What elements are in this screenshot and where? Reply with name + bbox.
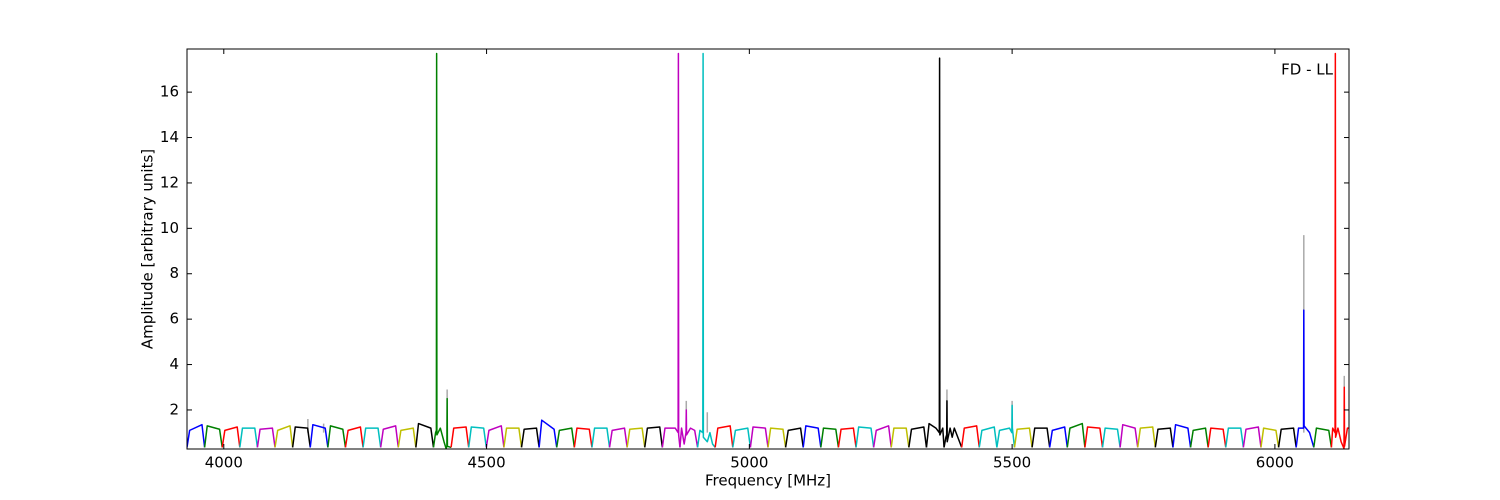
y-tick-label: 4 bbox=[169, 355, 179, 373]
x-tick-label: 6000 bbox=[1256, 454, 1294, 472]
spectrum-line bbox=[679, 409, 699, 448]
x-tick-label: 5500 bbox=[993, 454, 1031, 472]
spectrum-line bbox=[872, 425, 892, 448]
spectrum-line bbox=[1101, 427, 1121, 448]
spectrum-line bbox=[767, 427, 787, 448]
spectrum-line bbox=[784, 427, 804, 448]
spectrum-line bbox=[626, 427, 646, 448]
spectrum-line bbox=[661, 52, 681, 448]
spectrum-line bbox=[450, 426, 470, 448]
y-axis-label: Amplitude [arbitrary units] bbox=[139, 149, 157, 349]
spectrum-line bbox=[1013, 427, 1033, 448]
spectrum-line bbox=[749, 426, 769, 448]
spectrum-line bbox=[309, 423, 329, 448]
x-tick-label: 5000 bbox=[730, 454, 768, 472]
spectrum-line bbox=[1260, 427, 1280, 448]
spectrum-line bbox=[397, 427, 417, 448]
spectrum-line bbox=[837, 427, 857, 448]
x-tick-label: 4500 bbox=[467, 454, 505, 472]
y-tick-label: 16 bbox=[160, 83, 179, 101]
spectrum-line bbox=[608, 427, 628, 448]
y-tick-label: 6 bbox=[169, 310, 179, 328]
spectrum-line bbox=[520, 427, 540, 448]
spectrum-line bbox=[1136, 426, 1157, 448]
spectrum-line bbox=[573, 427, 593, 448]
spectrum-line bbox=[820, 427, 840, 448]
spectrum-line bbox=[1313, 427, 1333, 448]
x-tick-label: 4000 bbox=[205, 454, 243, 472]
spectrum-line bbox=[696, 52, 716, 448]
spectrum-line bbox=[432, 52, 452, 449]
spectrum-line bbox=[1242, 426, 1262, 448]
spectrum-line bbox=[538, 419, 558, 448]
spectrum-line bbox=[908, 426, 928, 448]
spectrum-line bbox=[714, 425, 734, 448]
spectrum-line bbox=[187, 423, 206, 448]
spectrum-line bbox=[256, 427, 276, 448]
y-tick-label: 12 bbox=[160, 173, 179, 191]
spectrum-line bbox=[1330, 52, 1349, 449]
spectrum-line bbox=[379, 425, 400, 448]
spectrum-line bbox=[1066, 422, 1086, 448]
spectrum-line bbox=[555, 427, 576, 448]
spectrum-line bbox=[1207, 427, 1227, 448]
x-axis-label: Frequency [MHz] bbox=[705, 472, 831, 490]
spectrum-line bbox=[291, 426, 311, 448]
y-tick-label: 8 bbox=[169, 264, 179, 282]
spectrum-line bbox=[344, 426, 364, 448]
spectrum-line bbox=[591, 427, 611, 448]
spectrum-line bbox=[221, 426, 241, 448]
y-tick-label: 2 bbox=[169, 400, 179, 418]
spectrum-line bbox=[485, 425, 505, 448]
spectrum-line bbox=[203, 425, 223, 448]
y-tick-label: 14 bbox=[160, 128, 179, 146]
spectrum-line bbox=[503, 427, 523, 448]
spectrum-line bbox=[1031, 427, 1051, 448]
spectrum-line bbox=[732, 427, 752, 448]
plot-lines bbox=[187, 52, 1349, 449]
spectrum-line bbox=[362, 427, 382, 448]
spectrum-line bbox=[1048, 426, 1069, 448]
y-tick-label: 10 bbox=[160, 219, 179, 237]
spectrum-line bbox=[1172, 423, 1192, 448]
spectrum-line bbox=[274, 425, 294, 448]
spectrum-line bbox=[467, 426, 488, 448]
spectrum-line bbox=[925, 57, 945, 448]
spectrum-line bbox=[1295, 309, 1315, 448]
spectrum-line bbox=[415, 422, 435, 448]
spectrum-line bbox=[1189, 427, 1209, 448]
spectrum-line bbox=[978, 426, 998, 448]
spectrum-line bbox=[327, 425, 347, 448]
spectrum-line bbox=[644, 426, 664, 448]
spectrum-line bbox=[996, 404, 1016, 448]
spectrum-line bbox=[855, 426, 875, 448]
spectrum-line bbox=[1084, 426, 1104, 448]
annotation: FD - LL bbox=[1281, 61, 1333, 79]
spectrum-line bbox=[943, 400, 963, 448]
spectrum-line bbox=[1154, 427, 1174, 448]
spectrum-line bbox=[1225, 427, 1245, 448]
spectrum-line bbox=[239, 427, 259, 448]
spectrum-line bbox=[890, 427, 910, 448]
spectrum-line bbox=[960, 425, 981, 448]
spectrum-line bbox=[1119, 423, 1139, 448]
spectrum-line bbox=[1277, 427, 1297, 448]
spectrum-line bbox=[802, 425, 822, 448]
axes-frame bbox=[186, 48, 1350, 450]
